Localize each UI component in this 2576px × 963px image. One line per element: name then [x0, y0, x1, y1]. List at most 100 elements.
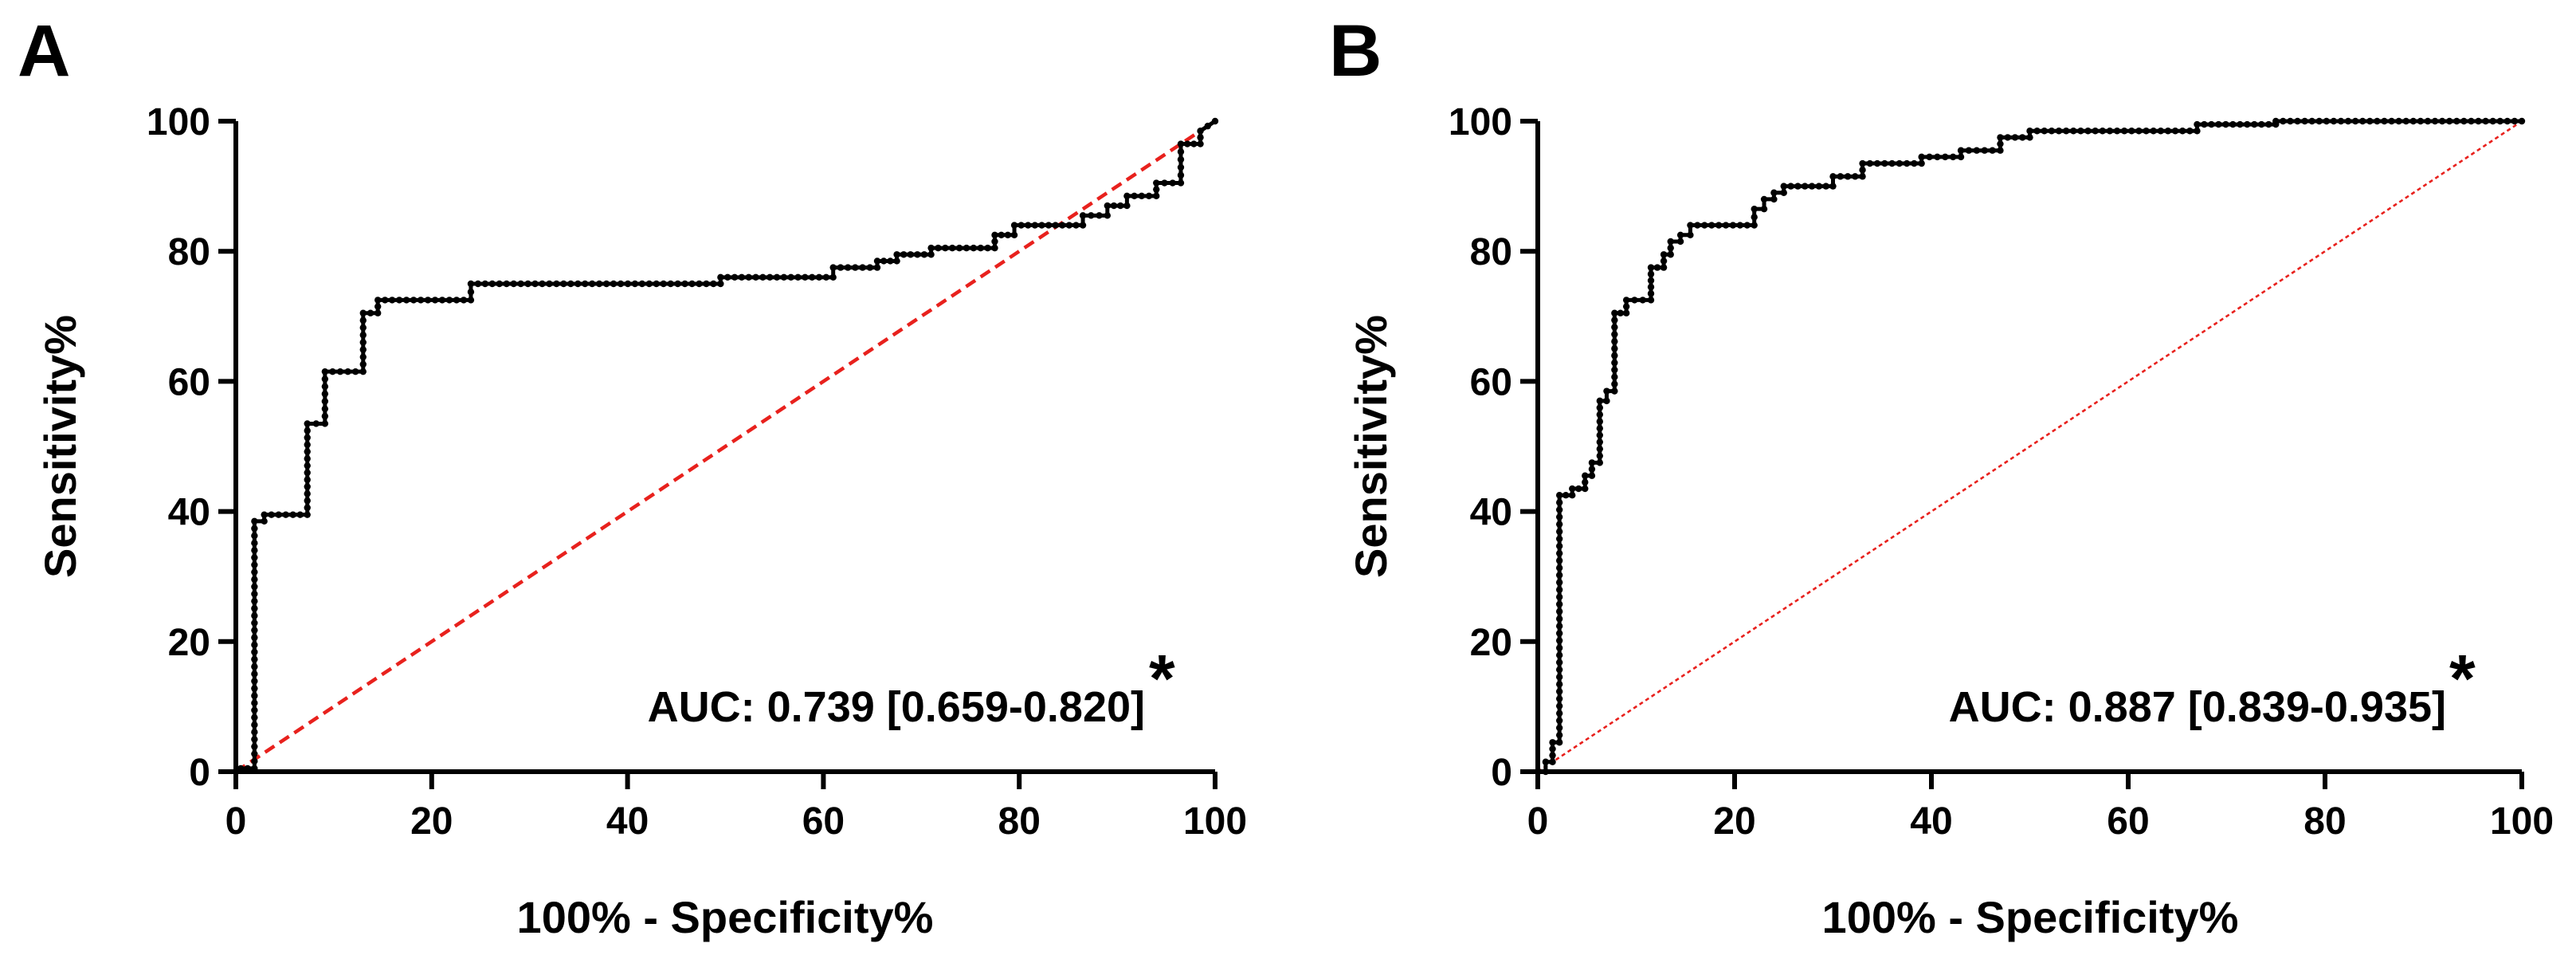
roc-marker: [837, 264, 845, 271]
panel-b-y-tick-label-40: 40: [1470, 492, 1512, 534]
roc-marker: [1197, 128, 1204, 135]
roc-marker: [1555, 644, 1563, 651]
roc-marker: [1973, 147, 1981, 154]
panel-a-y-tick-label-80: 80: [168, 231, 210, 273]
roc-marker: [2475, 117, 2482, 125]
roc-marker: [1873, 159, 1881, 167]
roc-marker: [1780, 189, 1787, 196]
roc-marker: [1611, 387, 1618, 395]
roc-marker: [2019, 134, 2026, 141]
roc-marker: [1177, 148, 1185, 155]
panel-b-x-tick-label-80: 80: [2304, 800, 2346, 843]
roc-marker: [2077, 128, 2084, 135]
roc-marker: [645, 280, 653, 288]
roc-marker: [2026, 134, 2033, 141]
panel-a-roc-markers: [237, 117, 1219, 772]
roc-marker: [359, 368, 367, 375]
roc-marker: [251, 655, 258, 663]
roc-marker: [282, 511, 289, 518]
roc-marker: [567, 280, 574, 288]
roc-marker: [1596, 425, 1604, 432]
roc-marker: [2280, 117, 2287, 125]
roc-marker: [759, 273, 767, 281]
roc-marker: [1780, 183, 1787, 190]
roc-marker: [344, 368, 351, 375]
roc-marker: [2143, 128, 2150, 135]
roc-marker: [1751, 214, 1758, 221]
roc-marker: [251, 612, 258, 619]
roc-marker: [1660, 251, 1668, 258]
roc-marker: [1010, 222, 1018, 229]
roc-marker: [1177, 155, 1185, 163]
roc-marker: [773, 273, 781, 281]
roc-marker: [304, 441, 311, 449]
roc-marker: [1611, 331, 1618, 338]
roc-marker: [731, 273, 739, 281]
roc-marker: [1555, 513, 1563, 521]
roc-marker: [359, 353, 367, 360]
roc-marker: [1123, 192, 1131, 200]
panel-a-plot: [234, 117, 1219, 773]
roc-marker: [1010, 231, 1018, 238]
roc-marker: [304, 462, 311, 470]
panel-b-letter: B: [1329, 10, 1382, 92]
panel-b-y-tick-label-80: 80: [1470, 231, 1512, 273]
roc-marker: [488, 280, 496, 288]
panel-b-x-tick-label-60: 60: [2107, 800, 2149, 843]
roc-marker: [2417, 117, 2425, 125]
roc-marker: [681, 280, 688, 288]
roc-marker: [2294, 117, 2301, 125]
roc-marker: [2070, 128, 2077, 135]
panel-a-auc-label: AUC: 0.739 [0.659-0.820]: [648, 683, 1145, 731]
roc-marker: [321, 390, 329, 398]
roc-marker: [467, 297, 475, 304]
roc-marker: [1611, 309, 1618, 316]
panel-b-significance-mark: *: [2449, 641, 2476, 716]
roc-marker: [2062, 128, 2070, 135]
roc-marker: [1770, 189, 1778, 196]
panel-a-y-tick-label-0: 0: [189, 752, 210, 794]
roc-marker: [2482, 117, 2489, 125]
roc-marker: [1611, 373, 1618, 381]
roc-marker: [1997, 147, 2004, 154]
roc-marker: [1639, 297, 1646, 304]
roc-marker: [1822, 183, 1829, 190]
panel-a-x-tick-label-20: 20: [410, 800, 453, 843]
roc-marker: [410, 297, 418, 304]
roc-marker: [374, 303, 382, 310]
roc-marker: [1760, 195, 1768, 203]
roc-marker: [1989, 147, 1996, 154]
roc-marker: [445, 297, 453, 304]
roc-marker: [1997, 140, 2004, 147]
roc-marker: [467, 280, 475, 288]
roc-marker: [289, 511, 296, 518]
roc-marker: [1549, 752, 1556, 759]
roc-marker: [1204, 122, 1211, 130]
roc-marker: [674, 280, 681, 288]
roc-marker: [1701, 222, 1708, 229]
roc-marker: [1911, 159, 1918, 167]
roc-marker: [1161, 179, 1168, 187]
roc-marker: [1588, 466, 1596, 473]
roc-marker: [802, 273, 809, 281]
panel-b-auc-label: AUC: 0.887 [0.839-0.935]: [1949, 683, 2446, 731]
roc-marker: [2323, 117, 2331, 125]
roc-marker: [1177, 140, 1185, 147]
panel-a-x-tick-label-60: 60: [802, 800, 845, 843]
roc-marker: [321, 420, 329, 427]
roc-marker: [2128, 128, 2135, 135]
roc-marker: [1729, 222, 1737, 229]
roc-marker: [1116, 202, 1124, 210]
roc-marker: [927, 251, 935, 258]
panel-b-y-tick-label-0: 0: [1491, 752, 1512, 794]
roc-marker: [1555, 674, 1563, 681]
roc-marker: [1617, 309, 1624, 316]
roc-marker: [1555, 739, 1563, 746]
roc-marker: [1183, 140, 1191, 147]
roc-marker: [1582, 478, 1589, 486]
roc-marker: [631, 280, 639, 288]
roc-marker: [1190, 140, 1198, 147]
roc-marker: [251, 685, 258, 692]
roc-marker: [1555, 724, 1563, 732]
roc-marker: [1555, 731, 1563, 739]
